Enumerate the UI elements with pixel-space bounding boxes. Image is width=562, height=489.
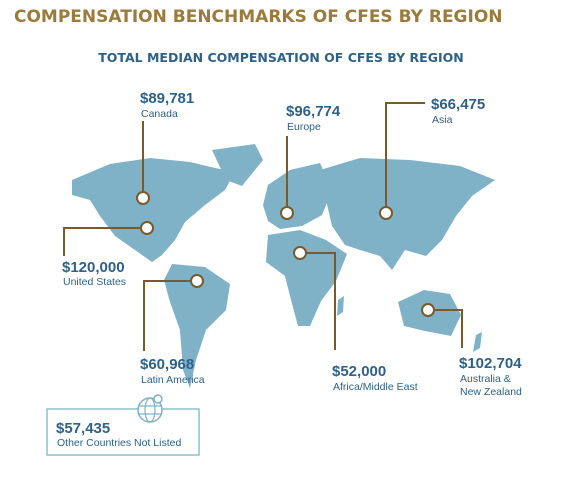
- connectors: [63, 102, 463, 351]
- region-name: Latin America: [141, 374, 205, 386]
- amount: $66,475: [431, 96, 485, 113]
- subtitle: TOTAL MEDIAN COMPENSATION OF CFES BY REG…: [98, 50, 463, 65]
- title: COMPENSATION BENCHMARKS OF CFES BY REGIO…: [14, 7, 503, 27]
- region-name: Europe: [287, 121, 321, 133]
- other-box: $57,435 Other Countries Not Listed: [46, 394, 200, 456]
- amount: $102,704: [459, 355, 522, 372]
- region-name: Australia &: [460, 373, 511, 385]
- amount: $57,435: [56, 420, 110, 437]
- region-name: Canada: [141, 108, 178, 120]
- amount: $52,000: [332, 363, 386, 380]
- amount: $89,781: [140, 90, 194, 107]
- amount: $60,968: [140, 356, 194, 373]
- region-name: Other Countries Not Listed: [57, 437, 181, 449]
- amount: $96,774: [286, 103, 341, 120]
- region-name: Asia: [432, 114, 453, 126]
- region-name: United States: [63, 276, 126, 288]
- region-name: New Zealand: [460, 386, 522, 398]
- region-labels: $89,781 Canada $96,774 Europe $66,475 As…: [62, 90, 522, 398]
- region-name: Africa/Middle East: [333, 381, 418, 393]
- world-map: [72, 144, 495, 388]
- amount: $120,000: [62, 259, 125, 276]
